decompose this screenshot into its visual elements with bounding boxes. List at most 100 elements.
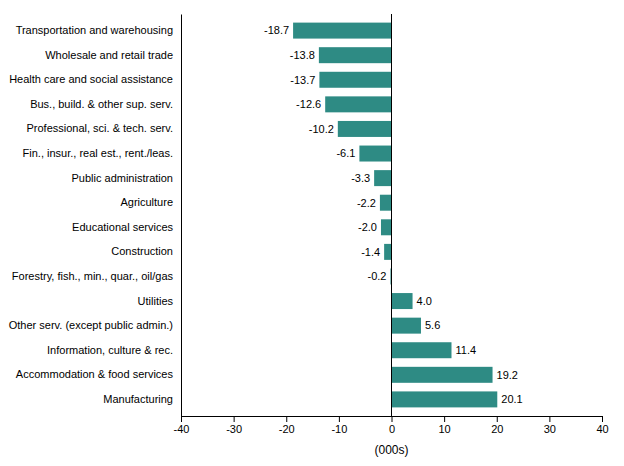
- y-tick-label: Wholesale and retail trade: [45, 49, 173, 61]
- data-label: -3.3: [351, 172, 370, 184]
- y-tick-label: Agriculture: [120, 196, 173, 208]
- y-tick: Utilities: [138, 295, 174, 307]
- bar: [338, 121, 392, 137]
- x-tick-label: -40: [174, 423, 190, 435]
- x-tick: -40: [174, 416, 190, 435]
- bar: [392, 293, 413, 309]
- bar: [392, 391, 498, 407]
- y-tick-label: Professional, sci. & tech. serv.: [26, 122, 173, 134]
- y-tick-label: Utilities: [138, 295, 174, 307]
- y-tick-label: Construction: [111, 245, 173, 257]
- data-label: -13.7: [290, 74, 315, 86]
- bar: [319, 72, 391, 88]
- data-label: -13.8: [290, 49, 315, 61]
- y-tick: Information, culture & rec.: [47, 344, 173, 356]
- x-axis-line: [182, 417, 603, 423]
- bar: [293, 23, 391, 39]
- y-tick: Transportation and warehousing: [16, 24, 173, 36]
- bar: [392, 367, 493, 383]
- x-tick-label: 10: [439, 423, 451, 435]
- x-tick: 0: [389, 416, 395, 435]
- data-label: -2.2: [357, 197, 376, 209]
- y-tick-label: Forestry, fish., min., quar., oil/gas: [12, 270, 174, 282]
- x-tick-label: 30: [544, 423, 556, 435]
- y-tick-label: Public administration: [72, 172, 174, 184]
- bar: [384, 244, 391, 260]
- bar: [319, 47, 392, 63]
- y-tick: Public administration: [72, 172, 174, 184]
- x-tick-label: 20: [491, 423, 503, 435]
- data-label: -1.4: [361, 246, 380, 258]
- x-tick-mark: [602, 416, 603, 422]
- y-tick-label: Transportation and warehousing: [16, 24, 173, 36]
- y-axis-line: [181, 15, 182, 417]
- x-tick: 30: [544, 416, 556, 435]
- x-tick: 10: [439, 416, 451, 435]
- y-tick-label: Information, culture & rec.: [47, 344, 173, 356]
- x-tick-mark: [286, 416, 287, 422]
- x-tick-label: -10: [331, 423, 347, 435]
- x-tick-mark: [444, 416, 445, 422]
- data-label: -18.7: [264, 24, 289, 36]
- x-tick-mark: [392, 416, 393, 422]
- y-tick-label: Manufacturing: [103, 393, 173, 405]
- y-tick: Professional, sci. & tech. serv.: [26, 122, 173, 134]
- bars: [293, 23, 497, 408]
- y-tick: Fin., insur., real est., rent./leas.: [23, 147, 173, 159]
- x-tick-mark: [497, 416, 498, 422]
- y-tick: Manufacturing: [103, 393, 173, 405]
- y-tick-label: Health care and social assistance: [9, 73, 173, 85]
- x-tick-mark: [181, 416, 182, 422]
- x-axis-title: (000s): [374, 443, 408, 457]
- data-label: -10.2: [309, 123, 334, 135]
- y-tick: Other serv. (except public admin.): [9, 319, 173, 331]
- y-tick-label: Other serv. (except public admin.): [9, 319, 173, 331]
- x-tick-label: 40: [596, 423, 608, 435]
- x-tick: -10: [331, 416, 347, 435]
- x-tick-label: -30: [226, 423, 242, 435]
- bar: [381, 219, 392, 235]
- data-label: 5.6: [425, 319, 440, 331]
- data-label: 11.4: [455, 344, 476, 356]
- y-axis: Manufacturing Accommodation & food servic…: [9, 15, 182, 417]
- data-label: 4.0: [417, 295, 432, 307]
- data-label: 20.1: [501, 393, 522, 405]
- bar: [359, 146, 391, 162]
- zero-line: [391, 14, 392, 416]
- x-tick-label: -20: [279, 423, 295, 435]
- y-tick: Construction: [111, 245, 173, 257]
- y-tick: Forestry, fish., min., quar., oil/gas: [12, 270, 174, 282]
- data-label: -6.1: [336, 147, 355, 159]
- x-tick: 20: [491, 416, 503, 435]
- plot: -40 -30 -20 -10 0 10 20 30 40 Manufacturing Accomm…: [9, 14, 609, 435]
- data-label: -12.6: [296, 98, 321, 110]
- y-tick-label: Accommodation & food services: [16, 368, 174, 380]
- data-label: -2.0: [358, 221, 377, 233]
- data-labels: 20.1 19.2 11.4 5.6 4.0 -0.2 -1.4 -2.0 -2.2 -3.3 -6…: [264, 24, 523, 405]
- y-tick: Accommodation & food services: [16, 368, 174, 380]
- data-label: -0.2: [367, 270, 386, 282]
- y-tick: Bus., build. & other sup. serv.: [30, 98, 173, 110]
- y-tick: Wholesale and retail trade: [45, 49, 173, 61]
- x-tick-mark: [339, 416, 340, 422]
- x-tick-mark: [549, 416, 550, 422]
- y-tick: Health care and social assistance: [9, 73, 173, 85]
- bar: [380, 195, 392, 211]
- bar: [374, 170, 391, 186]
- bar: [392, 342, 452, 358]
- x-tick: -20: [279, 416, 295, 435]
- x-axis: -40 -30 -20 -10 0 10 20 30 40: [174, 416, 609, 435]
- x-tick: -30: [226, 416, 242, 435]
- data-label: 19.2: [497, 369, 518, 381]
- y-tick-label: Fin., insur., real est., rent./leas.: [23, 147, 173, 159]
- y-tick: Educational services: [72, 221, 173, 233]
- y-tick: Agriculture: [120, 196, 173, 208]
- bar: [325, 96, 391, 112]
- x-tick: 40: [596, 416, 608, 435]
- y-tick-label: Bus., build. & other sup. serv.: [30, 98, 173, 110]
- y-tick-label: Educational services: [72, 221, 173, 233]
- bar: [392, 318, 421, 334]
- x-tick-label: 0: [389, 423, 395, 435]
- chart: -40 -30 -20 -10 0 10 20 30 40 Manufacturing Accomm…: [0, 0, 624, 466]
- x-tick-mark: [234, 416, 235, 422]
